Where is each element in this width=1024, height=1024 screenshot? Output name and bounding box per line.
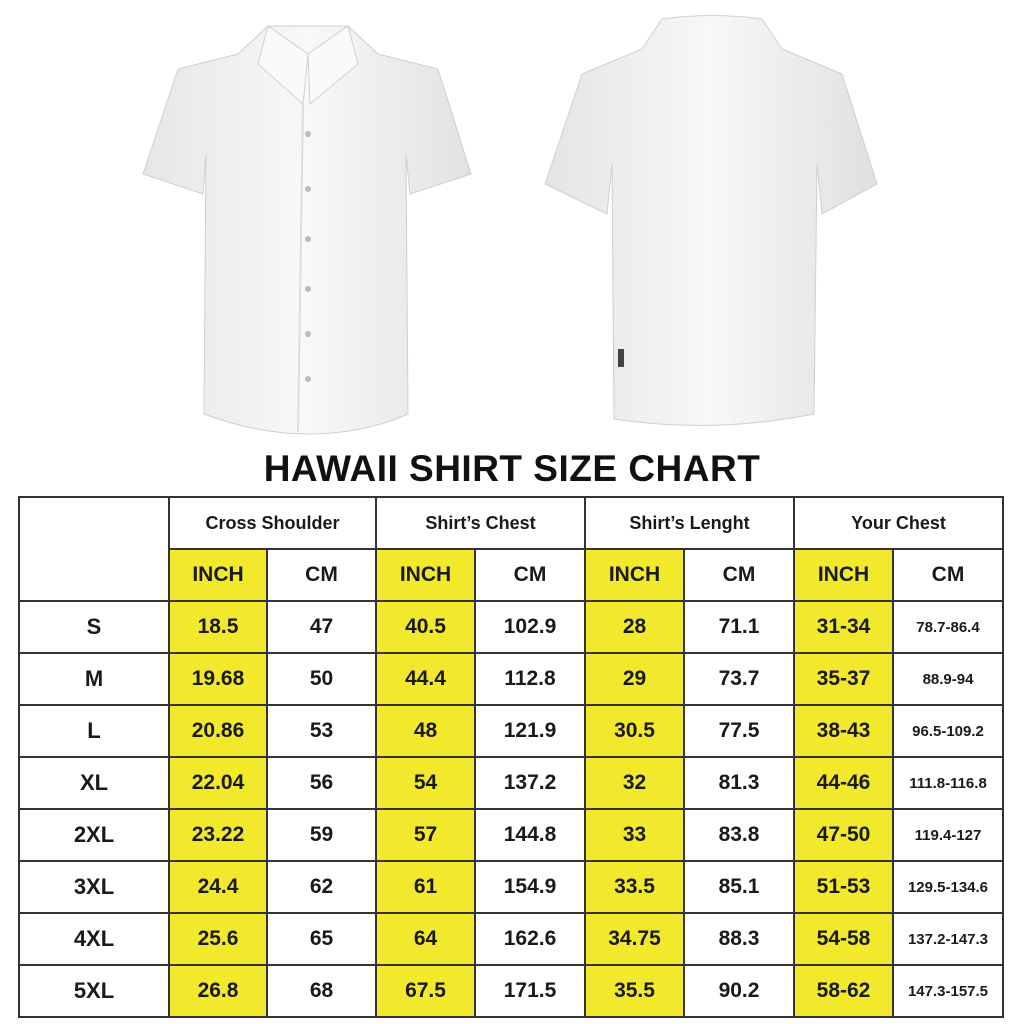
unit-header-inch: INCH [168,548,268,602]
value-cell: 31-34 [793,600,894,654]
value-cell: 20.86 [168,704,268,758]
table-row: 2XL 23.22 59 57 144.8 33 83.8 47-50 119.4-127 [18,808,1004,862]
value-cell: 88.3 [683,912,795,966]
value-cell: 28 [584,600,685,654]
value-cell: 23.22 [168,808,268,862]
shirt-front-image [142,25,472,435]
value-cell: 57 [375,808,476,862]
value-cell: 25.6 [168,912,268,966]
value-cell: 56 [266,756,377,810]
value-cell: 62 [266,860,377,914]
header-row-units: INCH CM INCH CM INCH CM INCH CM [19,548,1004,602]
value-cell: 64 [375,912,476,966]
value-cell: 119.4-127 [892,808,1004,862]
table-row: M 19.68 50 44.4 112.8 29 73.7 35-37 88.9-94 [18,652,1004,706]
value-cell: 162.6 [474,912,586,966]
value-cell: 59 [266,808,377,862]
value-cell: 67.5 [375,964,476,1018]
value-cell: 137.2-147.3 [892,912,1004,966]
unit-header-inch: INCH [375,548,476,602]
unit-header-inch: INCH [584,548,685,602]
table-row: S 18.5 47 40.5 102.9 28 71.1 31-34 78.7-86.4 [18,600,1004,654]
value-cell: 44-46 [793,756,894,810]
value-cell: 26.8 [168,964,268,1018]
value-cell: 61 [375,860,476,914]
corner-cell [18,496,170,602]
value-cell: 30.5 [584,704,685,758]
value-cell: 85.1 [683,860,795,914]
value-cell: 35.5 [584,964,685,1018]
unit-header-cm: CM [474,548,586,602]
group-header: Shirt’s Chest [375,496,586,550]
unit-header-cm: CM [683,548,795,602]
value-cell: 34.75 [584,912,685,966]
value-cell: 73.7 [683,652,795,706]
value-cell: 171.5 [474,964,586,1018]
value-cell: 68 [266,964,377,1018]
group-header: Cross Shoulder [168,496,377,550]
value-cell: 50 [266,652,377,706]
value-cell: 29 [584,652,685,706]
value-cell: 112.8 [474,652,586,706]
size-label: 2XL [18,808,170,862]
value-cell: 18.5 [168,600,268,654]
value-cell: 58-62 [793,964,894,1018]
table-row: XL 22.04 56 54 137.2 32 81.3 44-46 111.8-116.8 [18,756,1004,810]
value-cell: 129.5-134.6 [892,860,1004,914]
value-cell: 48 [375,704,476,758]
shirt-back-image [544,15,878,426]
size-label: S [18,600,170,654]
chart-title: HAWAII SHIRT SIZE CHART [263,448,761,489]
value-cell: 144.8 [474,808,586,862]
unit-header-cm: CM [266,548,377,602]
table-row: L 20.86 53 48 121.9 30.5 77.5 38-43 96.5-109.2 [18,704,1004,758]
size-label: L [18,704,170,758]
value-cell: 24.4 [168,860,268,914]
value-cell: 65 [266,912,377,966]
value-cell: 77.5 [683,704,795,758]
value-cell: 33 [584,808,685,862]
value-cell: 53 [266,704,377,758]
value-cell: 35-37 [793,652,894,706]
header-row-groups: Cross Shoulder Shirt’s Chest Shirt’s Lengh… [18,496,1004,602]
value-cell: 121.9 [474,704,586,758]
value-cell: 47-50 [793,808,894,862]
size-label: XL [18,756,170,810]
value-cell: 154.9 [474,860,586,914]
group-header: Your Chest [793,496,1004,550]
value-cell: 19.68 [168,652,268,706]
table-row: 4XL 25.6 65 64 162.6 34.75 88.3 54-58 137.2-147.… [18,912,1004,966]
value-cell: 81.3 [683,756,795,810]
value-cell: 32 [584,756,685,810]
value-cell: 22.04 [168,756,268,810]
value-cell: 137.2 [474,756,586,810]
size-label: 5XL [18,964,170,1018]
value-cell: 33.5 [584,860,685,914]
value-cell: 38-43 [793,704,894,758]
value-cell: 40.5 [375,600,476,654]
size-chart-table: Cross Shoulder Shirt’s Chest Shirt’s Lengh… [18,496,1004,1018]
table-row: 3XL 24.4 62 61 154.9 33.5 85.1 51-53 129.5-134.6 [18,860,1004,914]
value-cell: 88.9-94 [892,652,1004,706]
size-label: 4XL [18,912,170,966]
unit-header-cm: CM [892,548,1004,602]
value-cell: 111.8-116.8 [892,756,1004,810]
value-cell: 54 [375,756,476,810]
value-cell: 44.4 [375,652,476,706]
value-cell: 51-53 [793,860,894,914]
size-label: 3XL [18,860,170,914]
value-cell: 78.7-86.4 [892,600,1004,654]
value-cell: 147.3-157.5 [892,964,1004,1018]
size-label: M [18,652,170,706]
group-header: Shirt’s Lenght [584,496,795,550]
table-row: 5XL 26.8 68 67.5 171.5 35.5 90.2 58-62 147.3-157… [18,964,1004,1018]
value-cell: 47 [266,600,377,654]
value-cell: 90.2 [683,964,795,1018]
value-cell: 83.8 [683,808,795,862]
value-cell: 96.5-109.2 [892,704,1004,758]
value-cell: 102.9 [474,600,586,654]
unit-header-inch: INCH [793,548,894,602]
value-cell: 54-58 [793,912,894,966]
value-cell: 71.1 [683,600,795,654]
